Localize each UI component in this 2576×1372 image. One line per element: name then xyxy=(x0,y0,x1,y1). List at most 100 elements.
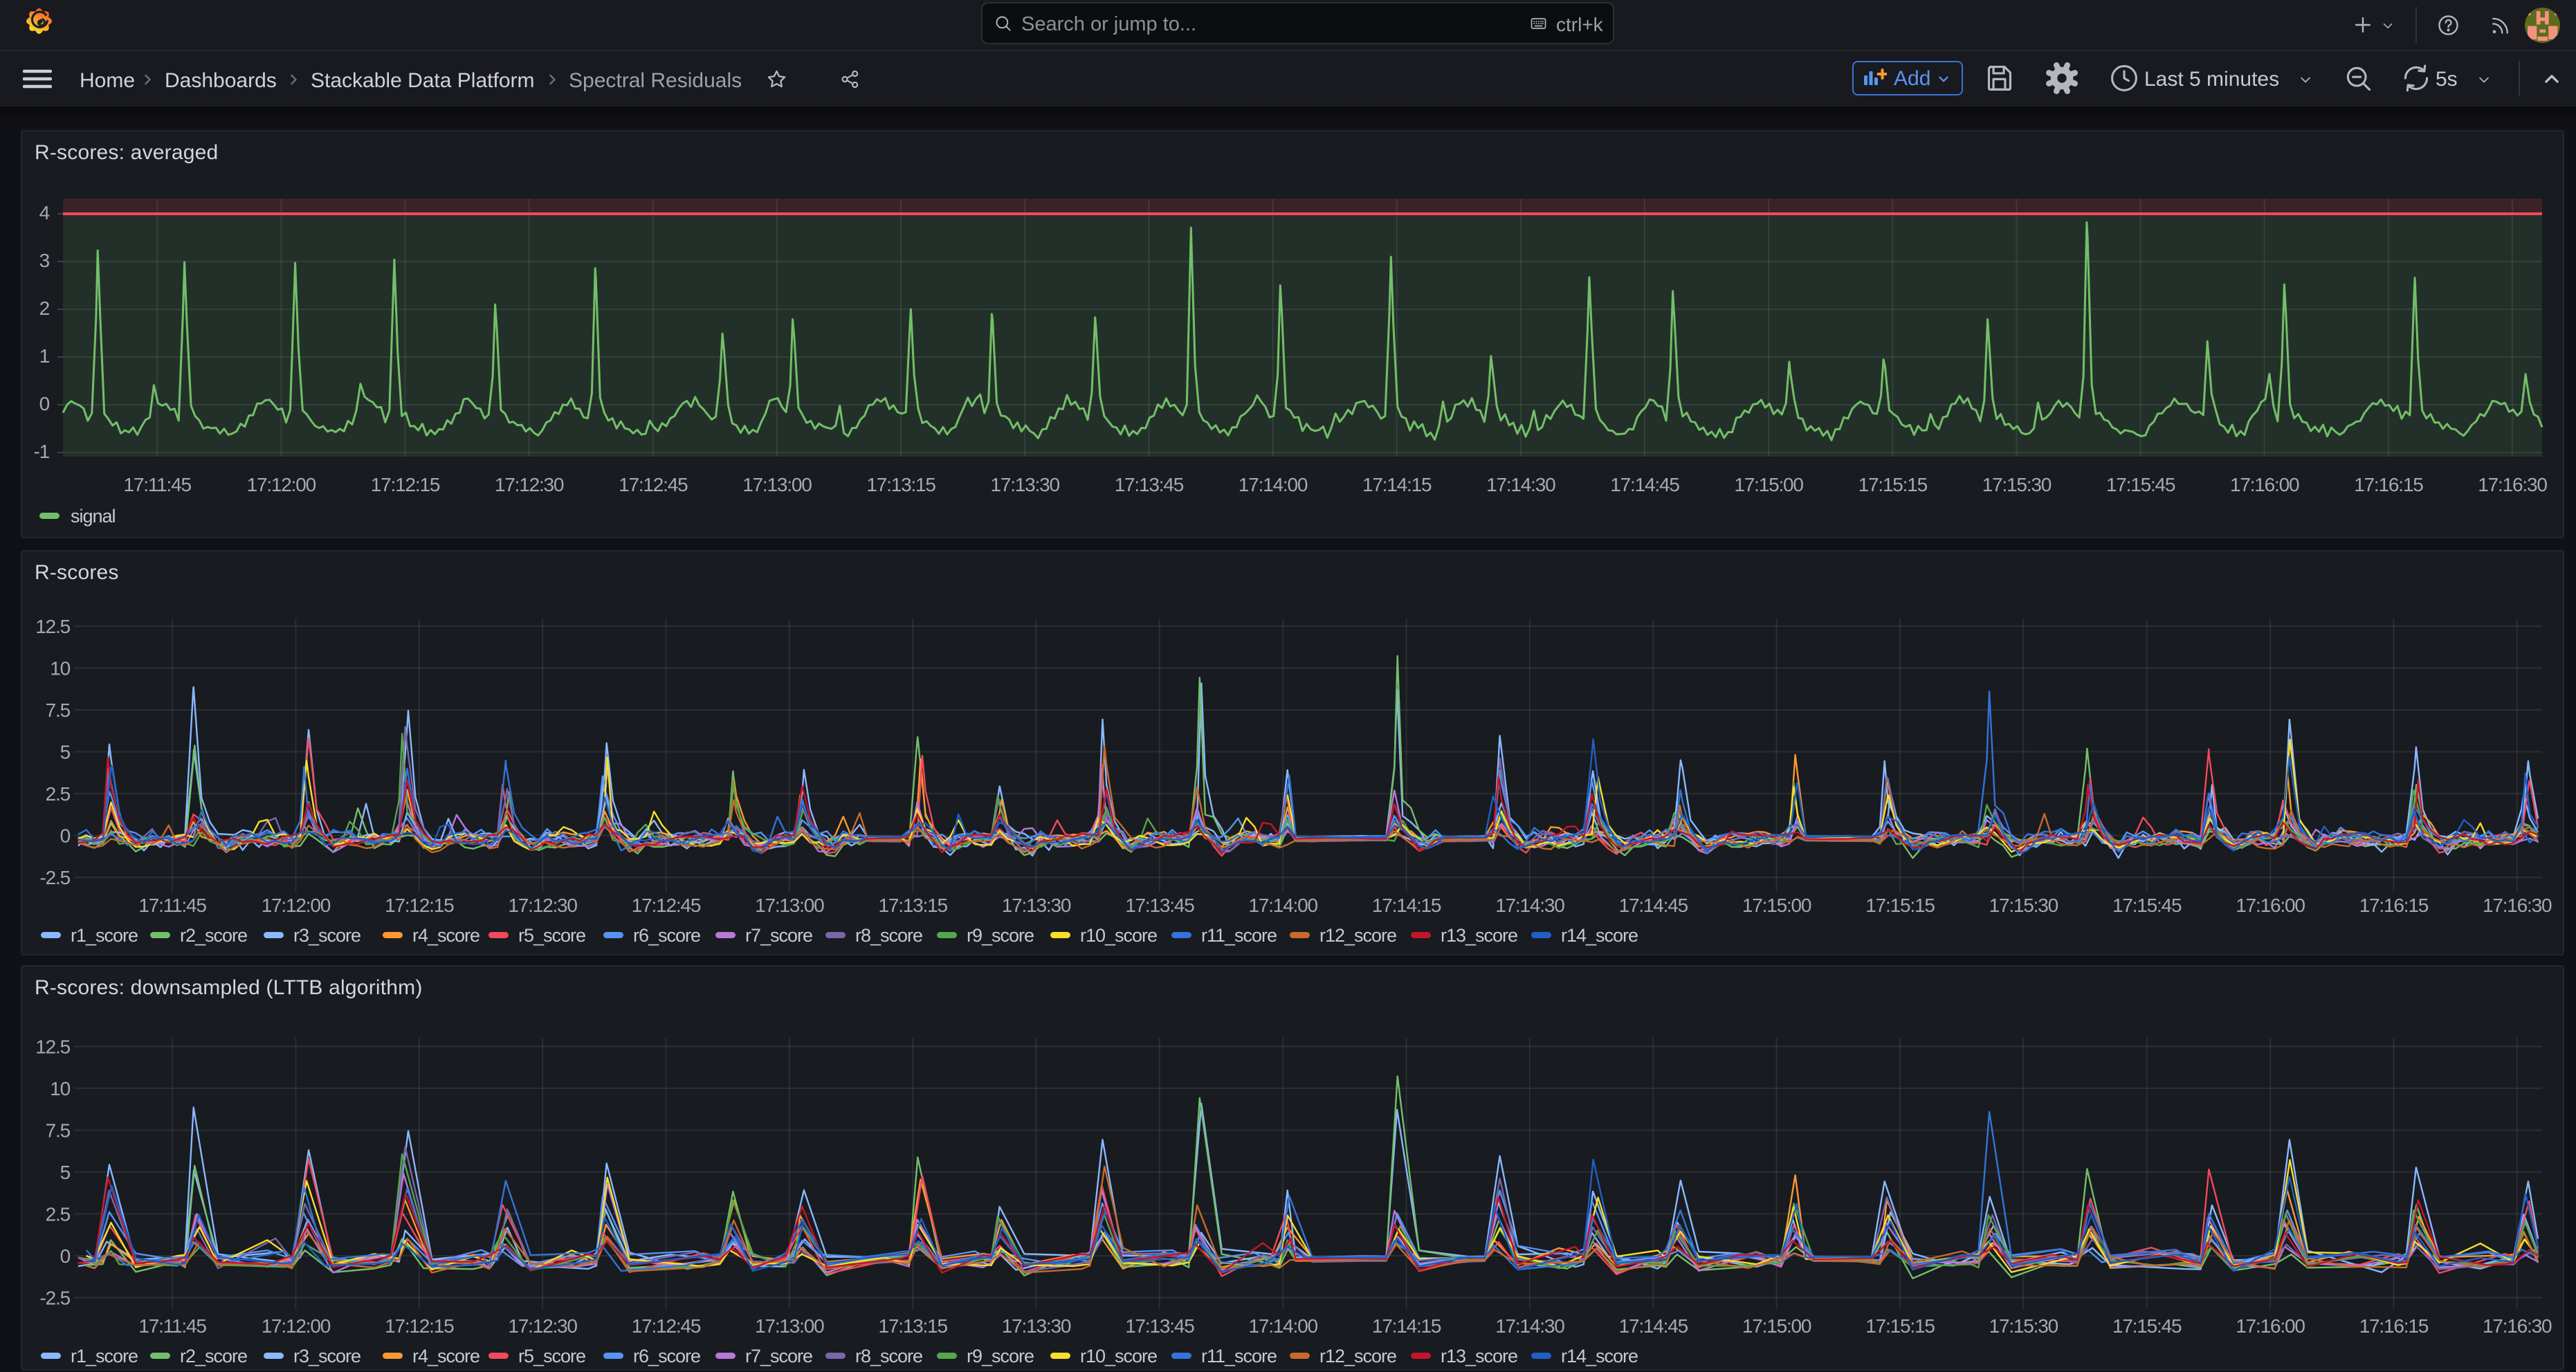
svg-text:7.5: 7.5 xyxy=(46,1120,71,1142)
svg-text:17:14:30: 17:14:30 xyxy=(1495,1315,1564,1337)
svg-text:17:14:15: 17:14:15 xyxy=(1372,895,1441,916)
svg-text:12.5: 12.5 xyxy=(35,616,70,637)
svg-text:10: 10 xyxy=(50,1078,70,1099)
svg-text:r5_score: r5_score xyxy=(518,925,585,946)
svg-text:r12_score: r12_score xyxy=(1319,925,1396,946)
svg-text:17:16:15: 17:16:15 xyxy=(2359,895,2429,916)
svg-text:17:12:00: 17:12:00 xyxy=(262,1315,331,1337)
svg-text:17:13:45: 17:13:45 xyxy=(1125,895,1194,916)
svg-text:17:15:15: 17:15:15 xyxy=(1865,895,1935,916)
svg-text:r9_score: r9_score xyxy=(967,1346,1034,1366)
svg-text:7.5: 7.5 xyxy=(46,699,71,721)
svg-text:17:12:15: 17:12:15 xyxy=(385,895,454,916)
svg-text:17:14:30: 17:14:30 xyxy=(1495,895,1564,916)
svg-text:-2.5: -2.5 xyxy=(40,867,71,888)
svg-text:17:14:00: 17:14:00 xyxy=(1239,474,1308,495)
svg-text:17:14:45: 17:14:45 xyxy=(1619,895,1688,916)
svg-text:17:16:00: 17:16:00 xyxy=(2236,895,2305,916)
svg-text:r8_score: r8_score xyxy=(855,925,922,946)
svg-text:r2_score: r2_score xyxy=(180,925,247,946)
svg-text:17:14:45: 17:14:45 xyxy=(1610,474,1679,495)
svg-text:10: 10 xyxy=(50,658,70,679)
svg-text:1: 1 xyxy=(39,345,50,367)
svg-text:17:11:45: 17:11:45 xyxy=(138,1315,206,1337)
svg-text:17:13:30: 17:13:30 xyxy=(990,474,1059,495)
svg-text:r11_score: r11_score xyxy=(1201,925,1277,946)
svg-text:5: 5 xyxy=(60,1162,71,1183)
svg-text:17:12:45: 17:12:45 xyxy=(632,895,701,916)
svg-text:17:13:00: 17:13:00 xyxy=(755,895,824,916)
svg-text:17:14:30: 17:14:30 xyxy=(1486,474,1555,495)
svg-text:17:13:15: 17:13:15 xyxy=(866,474,935,495)
svg-text:17:15:30: 17:15:30 xyxy=(1982,474,2052,495)
svg-text:17:15:00: 17:15:00 xyxy=(1734,474,1803,495)
svg-text:r4_score: r4_score xyxy=(412,925,479,946)
svg-text:17:15:45: 17:15:45 xyxy=(2106,474,2175,495)
svg-text:17:16:15: 17:16:15 xyxy=(2359,1315,2429,1337)
svg-text:r5_score: r5_score xyxy=(518,1346,585,1366)
svg-text:17:15:15: 17:15:15 xyxy=(1865,1315,1935,1337)
svg-text:17:11:45: 17:11:45 xyxy=(124,474,192,495)
svg-text:r13_score: r13_score xyxy=(1441,1346,1517,1366)
svg-text:r8_score: r8_score xyxy=(855,1346,922,1366)
svg-text:17:15:00: 17:15:00 xyxy=(1742,1315,1811,1337)
svg-text:17:14:15: 17:14:15 xyxy=(1372,1315,1441,1337)
svg-text:17:13:45: 17:13:45 xyxy=(1115,474,1184,495)
svg-text:17:12:00: 17:12:00 xyxy=(262,895,331,916)
svg-text:17:13:30: 17:13:30 xyxy=(1002,1315,1071,1337)
svg-text:r3_score: r3_score xyxy=(293,925,360,946)
svg-text:r10_score: r10_score xyxy=(1080,925,1157,946)
svg-text:r14_score: r14_score xyxy=(1561,925,1638,946)
svg-text:17:13:45: 17:13:45 xyxy=(1125,1315,1194,1337)
svg-text:12.5: 12.5 xyxy=(35,1036,70,1058)
svg-text:2: 2 xyxy=(39,298,50,319)
svg-text:0: 0 xyxy=(60,1245,71,1267)
svg-text:17:12:30: 17:12:30 xyxy=(508,895,577,916)
svg-text:17:13:15: 17:13:15 xyxy=(878,895,947,916)
svg-text:-1: -1 xyxy=(34,441,50,462)
svg-text:r7_score: r7_score xyxy=(745,925,812,946)
svg-text:17:14:45: 17:14:45 xyxy=(1619,1315,1688,1337)
svg-text:17:15:30: 17:15:30 xyxy=(1989,1315,2058,1337)
svg-text:17:15:15: 17:15:15 xyxy=(1858,474,1928,495)
svg-text:17:16:15: 17:16:15 xyxy=(2354,474,2423,495)
svg-text:17:12:15: 17:12:15 xyxy=(371,474,440,495)
svg-text:-2.5: -2.5 xyxy=(40,1288,71,1309)
svg-text:17:16:00: 17:16:00 xyxy=(2236,1315,2305,1337)
svg-text:r1_score: r1_score xyxy=(71,925,138,946)
svg-text:signal: signal xyxy=(71,506,116,527)
svg-text:17:16:30: 17:16:30 xyxy=(2483,1315,2552,1337)
svg-text:r1_score: r1_score xyxy=(71,1346,138,1366)
svg-text:r2_score: r2_score xyxy=(180,1346,247,1366)
svg-text:17:16:00: 17:16:00 xyxy=(2230,474,2299,495)
svg-text:17:15:45: 17:15:45 xyxy=(2112,1315,2182,1337)
svg-text:17:12:45: 17:12:45 xyxy=(632,1315,701,1337)
svg-text:r9_score: r9_score xyxy=(967,925,1034,946)
svg-text:3: 3 xyxy=(39,250,50,271)
svg-text:0: 0 xyxy=(39,393,50,414)
svg-text:r7_score: r7_score xyxy=(745,1346,812,1366)
svg-text:17:16:30: 17:16:30 xyxy=(2478,474,2547,495)
svg-text:4: 4 xyxy=(39,202,50,223)
svg-text:r13_score: r13_score xyxy=(1441,925,1517,946)
svg-text:17:13:15: 17:13:15 xyxy=(878,1315,947,1337)
svg-text:17:12:15: 17:12:15 xyxy=(385,1315,454,1337)
svg-text:0: 0 xyxy=(60,825,71,847)
svg-text:r10_score: r10_score xyxy=(1080,1346,1157,1366)
svg-text:r12_score: r12_score xyxy=(1319,1346,1396,1366)
svg-text:17:15:45: 17:15:45 xyxy=(2112,895,2182,916)
svg-text:r6_score: r6_score xyxy=(633,925,700,946)
svg-text:17:13:00: 17:13:00 xyxy=(755,1315,824,1337)
svg-text:17:13:30: 17:13:30 xyxy=(1002,895,1071,916)
svg-text:17:14:00: 17:14:00 xyxy=(1248,1315,1317,1337)
svg-text:r4_score: r4_score xyxy=(412,1346,479,1366)
svg-text:17:13:00: 17:13:00 xyxy=(742,474,812,495)
svg-text:17:15:00: 17:15:00 xyxy=(1742,895,1811,916)
svg-text:17:12:45: 17:12:45 xyxy=(619,474,688,495)
svg-text:17:12:00: 17:12:00 xyxy=(247,474,316,495)
svg-text:r6_score: r6_score xyxy=(633,1346,700,1366)
svg-text:r11_score: r11_score xyxy=(1201,1346,1277,1366)
svg-text:17:16:30: 17:16:30 xyxy=(2483,895,2552,916)
svg-text:r3_score: r3_score xyxy=(293,1346,360,1366)
svg-text:17:11:45: 17:11:45 xyxy=(138,895,206,916)
